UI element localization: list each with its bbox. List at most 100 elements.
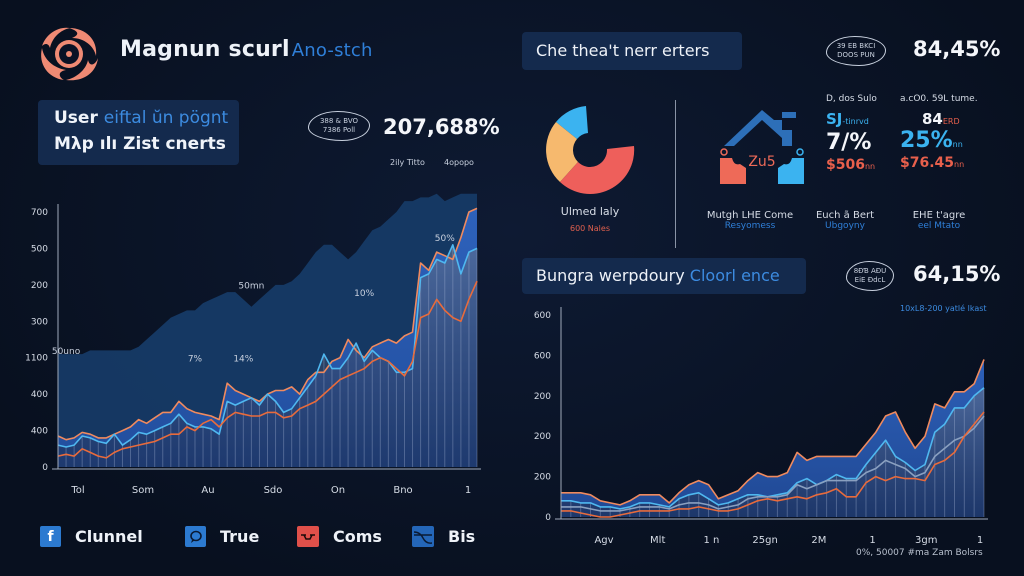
left-panel-title-box: User eiftal ŭn pögnt Mλp ılı Zist cnerts — [38, 100, 239, 165]
x-tick-label: Tol — [70, 485, 84, 496]
legend-item-true[interactable]: True — [185, 526, 297, 547]
left-panel-title-line2: Mλp ılı Zist cnerts — [54, 134, 226, 154]
x-tick-label: Mlt — [650, 535, 665, 546]
series-line-orange-lower — [57, 280, 478, 459]
stat-b: 25%nn — [900, 128, 963, 153]
y-tick-label: 400 — [31, 427, 48, 437]
kpi-badge-right-bottom: 8ĐƁ AƉU EiE ĐdcL — [846, 261, 894, 291]
right-bottom-title-main: Bungra werpdoury — [536, 266, 685, 285]
y-tick-label: 600 — [534, 311, 551, 321]
kpi-value-right-bottom: 64,15% — [913, 262, 1001, 286]
legend-item-clunnel[interactable]: f Clunnel — [40, 526, 185, 547]
right-panel-title: Che thea't nerr erters — [522, 32, 742, 70]
x-tick-label: 25gn — [752, 535, 777, 546]
x-tick-label: 1 — [869, 535, 875, 546]
stat-column-1: D, dos Sulo SJ-tinrvd 7/% $506nn — [826, 94, 877, 173]
badge-line: 388 & BVO — [319, 117, 359, 125]
caption-2: Euch ã Bert Ubgoyny — [810, 210, 880, 231]
chart-annotation: 50% — [435, 234, 455, 244]
x-tick-label: Bno — [393, 485, 412, 496]
caption-sub: Ubgoyny — [825, 221, 865, 231]
y-tick-label: 200 — [534, 392, 551, 402]
caption-main: Mutgh LHE Come — [706, 210, 794, 221]
logo-swirl-icon — [41, 27, 98, 81]
y-tick-label: 200 — [31, 281, 48, 291]
app-title: Magnun scurl Ano-stch — [120, 37, 373, 62]
x-tick-label: Som — [132, 485, 154, 496]
caption-1: Mutgh LHE Come Resyomess — [700, 210, 800, 231]
stat-head: a.cO0. 59L tume. — [900, 94, 978, 104]
badge-line: 39 EB BKCI — [836, 42, 876, 50]
house-puzzle-icon: Zu5 — [720, 110, 804, 184]
caption-main: Euch ã Bert — [815, 210, 875, 221]
house-icon-text: Zu5 — [748, 154, 775, 170]
stat-a: 84ERD — [922, 110, 960, 128]
y-tick-label: 200 — [534, 432, 551, 442]
panel-divider — [675, 100, 676, 248]
app-title-main: Magnun scurl — [120, 37, 290, 62]
x-tick-label: 1 n — [703, 535, 719, 546]
kpi-badge-left: 388 & BVO 7386 Poll — [308, 111, 370, 141]
left-title-accent: eiftal ŭn pögnt — [103, 108, 229, 128]
series-line-orange-upper — [561, 359, 985, 506]
donut-label: Ulmed laly — [560, 205, 620, 218]
kpi-value-right-top: 84,45% — [913, 37, 1001, 61]
y-tick-label: 1100 — [25, 354, 48, 364]
badge-line: DOOS PUN — [837, 51, 875, 59]
stat-c: $76.45nn — [900, 155, 965, 171]
donut-slice-blue — [556, 106, 588, 139]
chart-annotation: 10% — [354, 289, 374, 299]
left-panel-title-line1: User eiftal ŭn pögnt — [54, 108, 228, 128]
stat-c: $506nn — [826, 157, 876, 173]
mini-legend-label: 2ily Titto — [390, 158, 425, 167]
legend-label: Clunnel — [75, 527, 143, 546]
x-tick-label: On — [331, 485, 345, 496]
badge-line: 7386 Poll — [322, 126, 356, 134]
x-tick-label: 3gm — [915, 535, 937, 546]
stat-column-2: a.cO0. 59L tume. 84ERD 25%nn $76.45nn — [900, 94, 978, 171]
app-subtitle: Ano-stch — [291, 40, 373, 61]
x-tick-label: 1 — [465, 485, 471, 496]
badge-line: EiE ĐdcL — [854, 276, 886, 284]
donut-sublabel: 600 Nales — [569, 224, 610, 233]
left-title-main: User — [54, 108, 98, 128]
y-tick-label: 500 — [31, 244, 48, 254]
facebook-icon: f — [40, 526, 61, 547]
chart-annotation: 7% — [188, 354, 203, 364]
mini-legend-label: 4opopo — [444, 158, 474, 167]
x-tick-label: 2M — [811, 535, 826, 546]
footer-note: 0%, 50007 #ma Zam Bolsrs — [856, 548, 983, 558]
y-tick-label: 0 — [42, 463, 48, 473]
legend: f Clunnel True Coms Bis — [40, 526, 512, 547]
right-bottom-title: Bungra werpdoury Cloorl ence — [522, 258, 806, 294]
y-tick-label: 0 — [545, 513, 551, 523]
y-tick-label: 700 — [31, 208, 48, 218]
legend-label: True — [220, 527, 260, 546]
chart-annotation: 50uno — [52, 347, 81, 357]
y-tick-label: 200 — [534, 473, 551, 483]
donut-chart — [546, 106, 635, 194]
wave-chart-icon — [412, 526, 434, 547]
stat-a: SJ-tinrvd — [826, 110, 869, 128]
chart-annotation: 14% — [233, 354, 253, 364]
x-tick-label: Agv — [594, 535, 613, 546]
x-tick-label: Sdo — [264, 485, 283, 496]
kpi-value-left: 207,688% — [383, 115, 500, 139]
chart-annotation: 50mn — [238, 282, 264, 292]
legend-item-coms[interactable]: Coms — [297, 526, 412, 547]
stat-b: 7/% — [826, 130, 872, 155]
caption-sub: eel Mtato — [917, 221, 961, 231]
caption-3: EHE t'agre eel Mtato — [904, 210, 974, 231]
x-tick-label: Au — [201, 485, 214, 496]
right-bottom-title-accent: Cloorl ence — [689, 266, 780, 285]
y-tick-label: 400 — [31, 390, 48, 400]
legend-label: Bis — [448, 527, 476, 546]
caption-sub: Resyomess — [724, 221, 776, 231]
donut-slice-peach — [546, 122, 578, 182]
kpi-badge-right-top: 39 EB BKCI DOOS PUN — [826, 36, 886, 66]
area-lower-fill — [58, 244, 477, 467]
kpi-sublabel-right-bottom: 10xL8-200 yatlé lkast — [900, 304, 987, 313]
legend-item-bis[interactable]: Bis — [412, 526, 512, 547]
y-tick-label: 300 — [31, 317, 48, 327]
area-lower-fill — [561, 387, 984, 517]
